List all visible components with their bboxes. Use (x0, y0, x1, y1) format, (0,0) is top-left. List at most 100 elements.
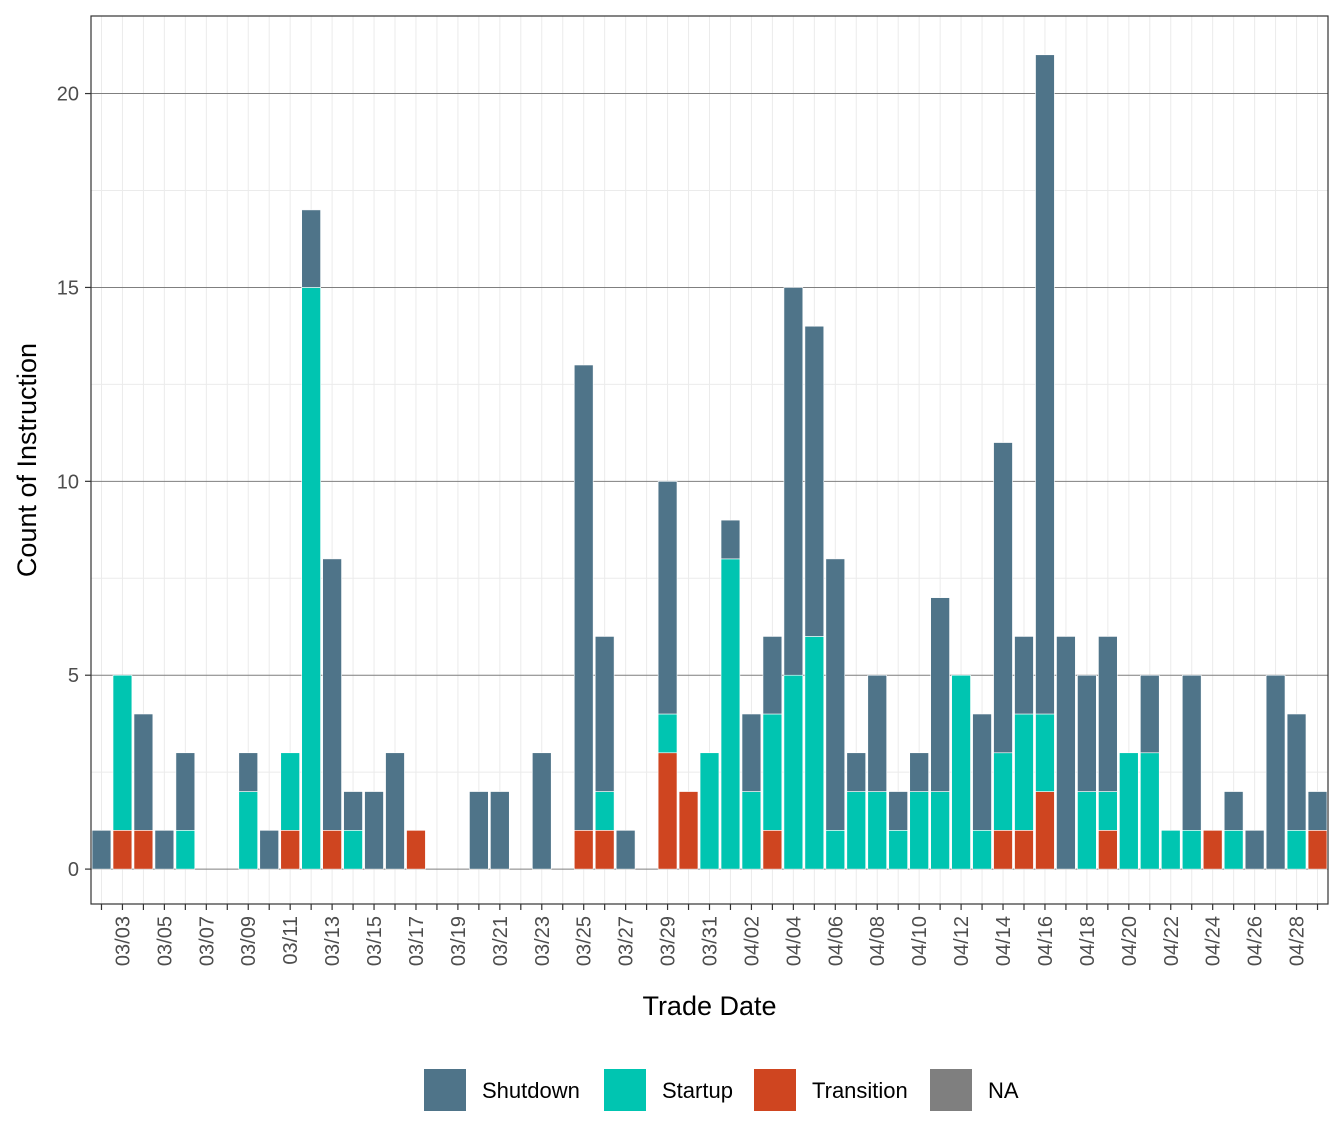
bar-segment-shutdown (91, 830, 112, 870)
bar-segment-shutdown (364, 791, 384, 870)
bar-segment-startup (343, 830, 363, 870)
bar-segment-shutdown (930, 597, 950, 792)
x-tick-label: 04/06 (825, 916, 847, 966)
bar-segment-startup (1077, 791, 1097, 870)
bar-segment-shutdown (657, 481, 678, 715)
bar-segment-shutdown (154, 830, 175, 870)
x-tick-label: 03/05 (154, 916, 176, 966)
x-tick-label: 04/26 (1245, 916, 1267, 966)
bar-segment-shutdown (238, 752, 258, 792)
x-tick-label: 03/29 (658, 916, 680, 966)
bar-segment-shutdown (1244, 830, 1265, 870)
x-tick-label: 03/11 (280, 916, 302, 965)
bar-segment-transition (594, 830, 615, 870)
bar-segment-shutdown (1265, 674, 1286, 870)
bar-segment-startup (930, 791, 950, 870)
bar-segment-startup (1223, 830, 1244, 870)
x-tick-label: 04/14 (993, 916, 1015, 966)
x-tick-label: 03/07 (196, 916, 218, 966)
bar-segment-transition (1014, 830, 1034, 870)
legend-swatch (424, 1069, 466, 1111)
bar-segment-shutdown (1056, 636, 1076, 870)
bar-segment-startup (972, 830, 992, 870)
bar-segment-shutdown (783, 287, 804, 676)
bar-segment-shutdown (846, 752, 866, 792)
bar-segment-startup (238, 791, 258, 870)
bar-segment-startup (783, 674, 804, 870)
x-tick-label: 04/28 (1287, 916, 1309, 966)
bar-segment-shutdown (1223, 791, 1244, 831)
legend-swatch (930, 1069, 972, 1111)
bar-segment-shutdown (741, 713, 762, 792)
x-tick-label: 03/19 (448, 916, 470, 966)
y-tick-label: 10 (57, 471, 79, 493)
bar-segment-startup (951, 674, 971, 870)
bar-segment-startup (846, 791, 866, 870)
bar-segment-shutdown (490, 791, 510, 870)
bar-segment-shutdown (594, 636, 615, 792)
legend-item-shutdown: Shutdown (424, 1069, 580, 1111)
bar-segment-transition (678, 791, 699, 870)
bar-segment-transition (1098, 830, 1118, 870)
x-axis: 03/03 03/05 03/07 03/09 03/11 03/13 03/15 03/17… (100, 904, 1319, 966)
legend-label: Shutdown (482, 1078, 580, 1103)
legend-swatch (754, 1069, 796, 1111)
bar-segment-startup (699, 752, 720, 870)
x-tick-label: 03/17 (406, 916, 428, 966)
bar-segment-shutdown (720, 519, 741, 560)
bar-segment-transition (322, 830, 342, 870)
bar-segment-shutdown (259, 830, 279, 870)
bar-segment-shutdown (322, 558, 342, 831)
bar-segment-shutdown (867, 674, 887, 792)
bar-segment-shutdown (343, 791, 363, 831)
legend-item-startup: Startup (604, 1069, 733, 1111)
bar-segment-transition (1202, 830, 1223, 870)
bar-segment-startup (993, 752, 1013, 831)
bars (91, 54, 1328, 870)
x-tick-label: 03/23 (532, 916, 554, 966)
bar-segment-shutdown (385, 752, 405, 870)
bar-segment-shutdown (1035, 54, 1055, 715)
bar-segment-startup (1119, 752, 1139, 870)
bar-segment-shutdown (804, 325, 825, 637)
bar-segment-startup (720, 558, 741, 870)
bar-segment-shutdown (532, 752, 552, 870)
bar-segment-shutdown (1286, 713, 1307, 831)
x-tick-label: 04/22 (1161, 916, 1183, 966)
bar-segment-shutdown (1307, 791, 1328, 831)
bar-segment-startup (888, 830, 908, 870)
bar-segment-transition (657, 752, 678, 870)
bar-segment-shutdown (469, 791, 489, 870)
bar-segment-transition (1035, 791, 1055, 870)
bar-segment-shutdown (762, 636, 783, 715)
x-tick-label: 04/12 (951, 916, 973, 966)
y-axis: 0 5 10 15 20 (57, 84, 91, 881)
bar-segment-startup (594, 791, 615, 831)
bar-segment-startup (301, 287, 321, 870)
bar-segment-startup (657, 713, 678, 754)
bar-segment-shutdown (825, 558, 846, 831)
bar-segment-transition (133, 830, 154, 870)
bar-segment-startup (1098, 791, 1118, 831)
x-tick-label: 03/31 (700, 916, 722, 966)
x-tick-label: 04/04 (783, 916, 805, 966)
legend-label: Transition (812, 1078, 908, 1103)
bar-segment-shutdown (573, 364, 594, 831)
bar-segment-startup (762, 713, 783, 831)
bar-segment-shutdown (972, 713, 992, 831)
bar-segment-startup (909, 791, 929, 870)
bar-segment-transition (280, 830, 300, 870)
x-axis-title: Trade Date (642, 991, 776, 1021)
legend-label: NA (988, 1078, 1019, 1103)
bar-segment-startup (1286, 830, 1307, 870)
bar-segment-startup (825, 830, 846, 870)
bar-segment-startup (1161, 830, 1181, 870)
x-tick-label: 03/03 (112, 916, 134, 966)
bar-segment-startup (112, 674, 133, 831)
legend-item-transition: Transition (754, 1069, 908, 1111)
legend-label: Startup (662, 1078, 733, 1103)
bar-segment-transition (112, 830, 133, 870)
bar-segment-shutdown (1181, 674, 1202, 831)
